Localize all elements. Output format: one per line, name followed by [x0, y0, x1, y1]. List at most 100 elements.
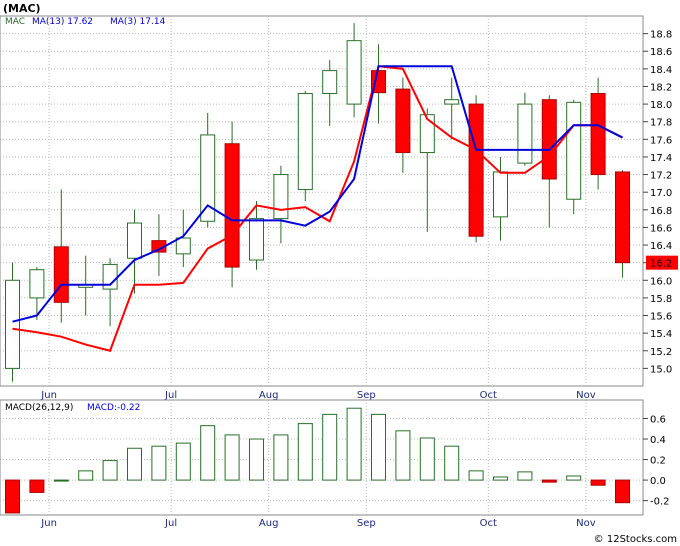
x-axis-labels: Jun Jul Aug Sep Oct Nov — [40, 390, 595, 401]
x-tick-label: Aug — [259, 390, 279, 401]
legend-ma3: MA(3) 17.14 — [110, 17, 166, 27]
ma3-line — [12, 65, 623, 352]
macd-bar-positive — [566, 475, 582, 481]
x-tick-label: Sep — [357, 390, 376, 401]
candle-up — [273, 174, 289, 220]
ma13-line — [12, 65, 623, 323]
footer-copyright: © 12Stocks.com — [594, 534, 677, 545]
x-tick-label: Oct — [480, 390, 497, 401]
candle-up — [322, 70, 338, 95]
macd-tick-label: 0.2 — [650, 456, 666, 467]
macd-bar-negative — [5, 479, 20, 514]
macd-bar-positive — [346, 407, 362, 481]
macd-x-tick-label: Aug — [259, 518, 279, 529]
macd-bar-positive — [151, 445, 167, 481]
price-tick-label: 16.8 — [650, 206, 672, 217]
macd-x-tick-label: Nov — [576, 518, 596, 529]
macd-panel: -0.2 0.0 0.2 0.4 0.6 MACD(26,12,9) MACD:-0.2… — [0, 399, 670, 516]
price-panel-frame — [0, 15, 644, 387]
price-tick-label: 17.8 — [650, 118, 672, 129]
candle-up — [419, 114, 435, 154]
price-tick-label: 15.8 — [650, 294, 672, 305]
macd-bar-positive — [200, 425, 216, 481]
macd-legend-name: MACD(26,12,9) — [5, 403, 73, 413]
macd-tick-label: 0.6 — [650, 414, 666, 425]
candle-up — [297, 93, 313, 191]
chart-title: (MAC) — [3, 2, 41, 15]
legend-ticker: MAC — [5, 17, 25, 27]
macd-bar-positive — [517, 471, 533, 481]
x-tick-label: Nov — [576, 390, 596, 401]
price-tick-label: 18.6 — [650, 47, 672, 58]
price-tick-label: 15.6 — [650, 312, 672, 323]
candle-up — [346, 40, 362, 105]
candle-up — [200, 134, 216, 222]
candle-up — [493, 171, 508, 218]
macd-bar-positive — [53, 479, 69, 482]
price-tick-label: 16.0 — [650, 276, 672, 287]
price-tick-label: 18.2 — [650, 82, 672, 93]
price-tick-label: 15.2 — [650, 347, 672, 358]
macd-bar-negative — [590, 479, 606, 486]
macd-bar-positive — [419, 437, 435, 481]
candle-up — [444, 99, 460, 105]
price-tick-label: 17.6 — [650, 135, 672, 146]
price-tick-label: 17.0 — [650, 188, 672, 199]
macd-bar-positive — [249, 438, 264, 481]
last-price-label: 16.2 — [650, 259, 672, 270]
candle-up — [127, 222, 142, 259]
candle-up — [5, 279, 20, 369]
macd-x-tick-label: Jun — [40, 518, 57, 529]
macd-tick-label: -0.2 — [650, 497, 670, 508]
macd-x-tick-label: Sep — [357, 518, 376, 529]
macd-bar-positive — [297, 423, 313, 481]
price-tick-label: 17.2 — [650, 171, 672, 182]
macd-bar-positive — [273, 434, 289, 481]
price-axis-ticks: 15.0 15.2 15.4 15.6 15.8 16.0 16.2 16.4 16.6 16.8… — [643, 30, 672, 375]
candle-down — [53, 246, 69, 303]
macd-x-tick-label: Jul — [164, 518, 177, 529]
moving-average-lines — [12, 65, 623, 352]
candle-up — [175, 237, 191, 255]
price-panel: 15.0 15.2 15.4 15.6 15.8 16.0 16.2 16.4 16.6 16.8… — [0, 15, 678, 387]
macd-bar-positive — [468, 470, 484, 481]
macd-bars — [5, 407, 630, 514]
macd-bar-positive — [493, 476, 508, 481]
candle-down — [395, 88, 411, 154]
candle-up — [517, 103, 533, 164]
macd-bar-negative — [29, 479, 45, 493]
candle-down — [590, 93, 606, 176]
last-price-marker: 16.2 — [646, 255, 678, 270]
macd-bar-positive — [175, 442, 191, 481]
macd-bar-positive — [224, 434, 240, 481]
price-tick-label: 17.4 — [650, 153, 672, 164]
macd-bar-positive — [102, 460, 118, 481]
macd-bar-positive — [127, 447, 142, 481]
price-tick-label: 15.0 — [650, 364, 672, 375]
legend: MAC MA(13) 17.62 MA(3) 17.14 — [5, 17, 166, 27]
candle-down — [224, 143, 240, 268]
legend-ma13: MA(13) 17.62 — [32, 17, 93, 27]
price-gridlines — [0, 16, 643, 386]
macd-panel-frame — [0, 399, 644, 516]
macd-legend-value: MACD:-0.22 — [87, 403, 140, 413]
macd-bar-negative — [615, 479, 630, 504]
candle-down — [541, 99, 557, 180]
price-candles — [5, 23, 630, 382]
price-tick-label: 18.0 — [650, 100, 672, 111]
candle-up — [566, 101, 582, 200]
price-tick-label: 18.4 — [650, 65, 672, 76]
macd-bar-negative — [541, 479, 557, 483]
macd-bar-positive — [371, 413, 386, 481]
macd-x-tick-label: Oct — [480, 518, 497, 529]
macd-tick-label: 0.4 — [650, 435, 666, 446]
macd-bar-positive — [78, 470, 94, 481]
candle-up — [249, 218, 264, 261]
candle-up — [29, 269, 45, 299]
macd-tick-label: 0.0 — [650, 476, 666, 487]
x-tick-label: Jun — [40, 390, 57, 401]
price-tick-label: 18.8 — [650, 30, 672, 41]
macd-axis-ticks: -0.2 0.0 0.2 0.4 0.6 — [643, 414, 670, 508]
macd-x-axis-labels: Jun Jul Aug Sep Oct Nov — [40, 518, 595, 529]
